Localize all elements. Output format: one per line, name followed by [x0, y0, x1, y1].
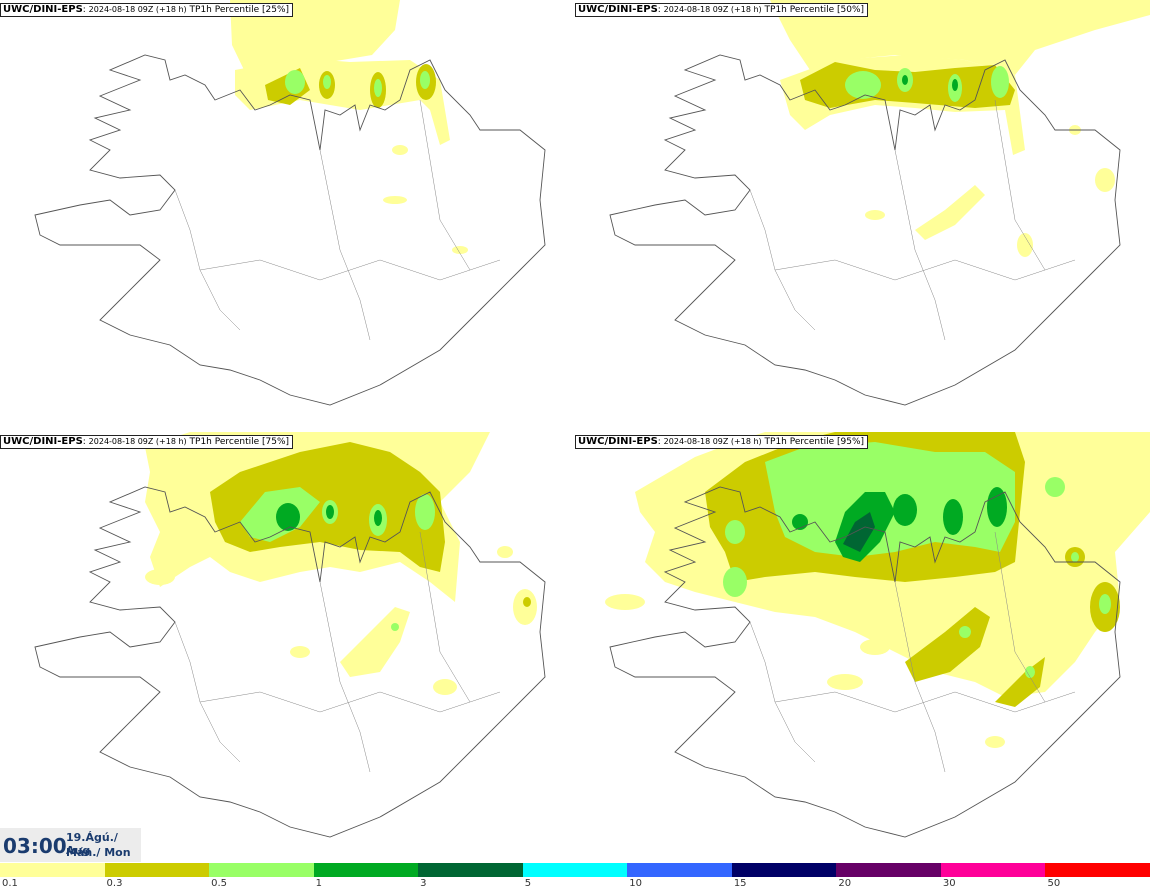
legend-swatch: [1045, 863, 1150, 877]
model-name: UWC/DINI-EPS: [3, 436, 83, 447]
coastline: [34, 486, 546, 838]
precip-field: [605, 432, 1150, 748]
legend-swatch: [0, 863, 105, 877]
legend-tick-label: 0.5: [211, 878, 227, 889]
coastline: [34, 54, 546, 406]
map-panel-p25: UWC/DINI-EPS: 2024-08-18 09Z (+18 h) TP1…: [0, 0, 575, 432]
interior-lines: [174, 531, 501, 773]
model-name: UWC/DINI-EPS: [578, 436, 658, 447]
valid-weekday: Mán./ Mon: [66, 846, 131, 859]
panel-title: UWC/DINI-EPS: 2024-08-18 09Z (+18 h) TP1…: [0, 3, 294, 17]
legend-tick-label: 10: [629, 878, 642, 889]
map-panel-p50: UWC/DINI-EPS: 2024-08-18 09Z (+18 h) TP1…: [575, 0, 1150, 432]
precip-field: [145, 432, 537, 695]
legend-tick-label: 5: [524, 878, 532, 889]
valid-time: 03:00: [3, 834, 67, 858]
legend-swatch: [313, 863, 419, 877]
legend-swatch: [940, 863, 1046, 877]
colorbar-legend: 0.1 0.3 0.5 1 3 5 10 15 20 30 50: [0, 863, 1150, 891]
valid-date: 19.Ágú./ Aug: [66, 831, 118, 857]
run-info: 2024-08-18 09Z (+18 h): [88, 437, 187, 446]
run-info: 2024-08-18 09Z (+18 h): [663, 437, 762, 446]
map-panel-p75: UWC/DINI-EPS: 2024-08-18 09Z (+18 h) TP1…: [0, 432, 575, 864]
legend-tick-label: 15: [733, 878, 747, 889]
legend-swatch: [627, 863, 732, 877]
interior-lines: [174, 99, 501, 341]
model-name: UWC/DINI-EPS: [578, 4, 658, 15]
run-info: 2024-08-18 09Z (+18 h): [88, 5, 187, 14]
param-name: TP1h Percentile: [189, 437, 260, 447]
precip-field: [230, 0, 468, 254]
legend-tick-label: 50: [1047, 878, 1061, 889]
precip-field: [770, 0, 1150, 257]
param-name: TP1h Percentile: [189, 5, 260, 15]
legend-swatch: [104, 863, 210, 877]
legend-tick-label: 20: [838, 878, 852, 889]
legend-tick-label: 30: [942, 878, 956, 889]
valid-time-box: 03:00 19.Ágú./ Aug Mán./ Mon: [0, 828, 141, 862]
legend-tick-label: 3: [420, 878, 427, 889]
coastline: [609, 54, 1121, 406]
legend-tick-label: 0.1: [2, 878, 18, 889]
precip-map: [34, 432, 546, 838]
precip-map: [605, 432, 1150, 838]
model-name: UWC/DINI-EPS: [3, 4, 83, 15]
legend-tick-label: 0.3: [106, 878, 123, 889]
run-info: 2024-08-18 09Z (+18 h): [663, 5, 762, 14]
legend-tick-label: 1: [315, 878, 322, 889]
legend-swatch: [522, 863, 628, 877]
precip-map: [34, 0, 546, 406]
percentile-label: [75%]: [262, 437, 290, 447]
legend-swatch: [209, 863, 314, 877]
legend-swatch: [836, 863, 941, 877]
interior-lines: [749, 531, 1076, 773]
precip-map: [609, 0, 1150, 406]
map-panel-p95: UWC/DINI-EPS: 2024-08-18 09Z (+18 h) TP1…: [575, 432, 1150, 864]
panel-title: UWC/DINI-EPS: 2024-08-18 09Z (+18 h) TP1…: [575, 435, 869, 449]
param-name: TP1h Percentile: [764, 437, 835, 447]
percentile-label: [50%]: [837, 5, 865, 15]
legend-swatch: [731, 863, 837, 877]
panel-title: UWC/DINI-EPS: 2024-08-18 09Z (+18 h) TP1…: [0, 435, 294, 449]
percentile-label: [95%]: [837, 437, 865, 447]
coastline: [609, 486, 1121, 838]
percentile-label: [25%]: [262, 5, 290, 15]
interior-lines: [749, 99, 1076, 341]
legend-swatch: [418, 863, 523, 877]
param-name: TP1h Percentile: [764, 5, 835, 15]
panel-title: UWC/DINI-EPS: 2024-08-18 09Z (+18 h) TP1…: [575, 3, 869, 17]
